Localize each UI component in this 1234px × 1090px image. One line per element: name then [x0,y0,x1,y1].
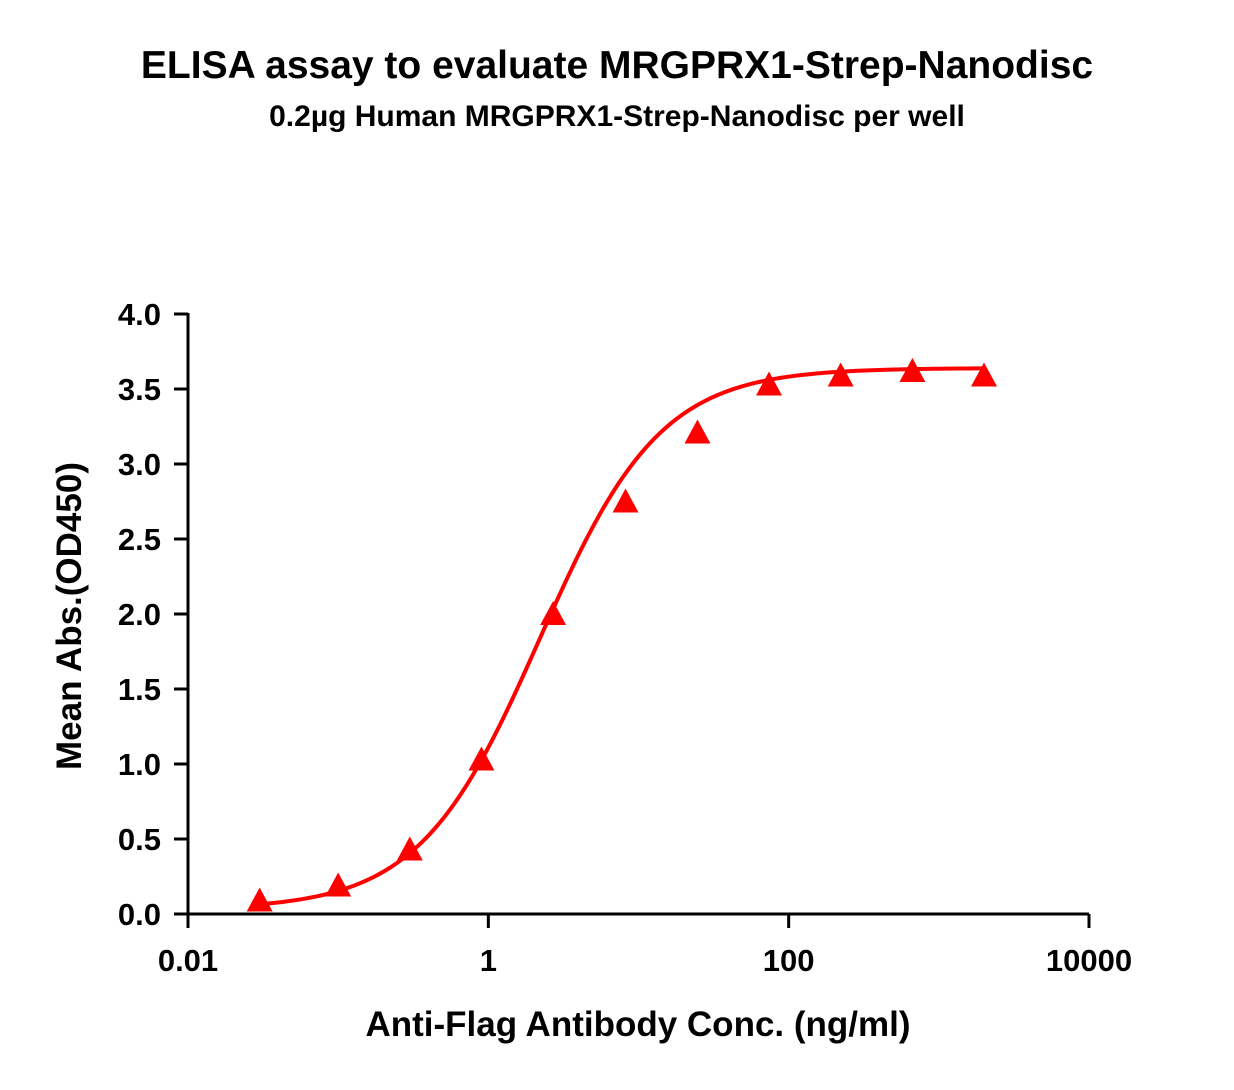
x-axis-title: Anti-Flag Antibody Conc. (ng/ml) [365,1005,910,1044]
data-point-marker [756,371,783,396]
data-point-marker [540,601,567,625]
y-axis-title: Mean Abs.(OD450) [50,462,89,770]
x-tick-label: 1 [480,943,497,978]
y-tick-label: 1.5 [118,672,161,707]
data-point-marker [396,836,423,861]
chart-subtitle: 0.2µg Human MRGPRX1-Strep-Nanodisc per w… [269,100,965,133]
axes [186,313,1089,916]
y-tick-label: 3.0 [118,447,161,482]
y-axis-ticks: 0.0 0.5 1.0 1.5 2.0 2.5 3.0 3.5 4.0 [118,297,188,932]
data-point-marker [899,358,926,382]
data-point-marker [468,746,495,771]
x-tick-label: 10000 [1046,943,1132,978]
data-point-marker [684,419,711,444]
y-tick-label: 3.5 [118,372,161,407]
data-markers [246,358,998,912]
y-tick-label: 0.5 [118,822,161,857]
data-point-marker [325,872,352,897]
y-tick-label: 1.0 [118,747,161,782]
y-tick-label: 2.5 [118,522,161,557]
data-point-marker [827,362,854,387]
y-tick-label: 0.0 [118,897,161,932]
x-tick-label: 100 [763,943,815,978]
data-point-marker [971,362,998,387]
y-tick-label: 4.0 [118,297,161,332]
chart-title: ELISA assay to evaluate MRGPRX1-Strep-Na… [140,44,1094,87]
x-axis-ticks: 0.01 1 100 10000 [158,914,1132,978]
y-tick-label: 2.0 [118,597,161,632]
x-tick-label: 0.01 [158,943,218,978]
data-point-marker [612,488,639,513]
fit-curve [259,366,985,907]
data-point-marker [246,887,273,912]
